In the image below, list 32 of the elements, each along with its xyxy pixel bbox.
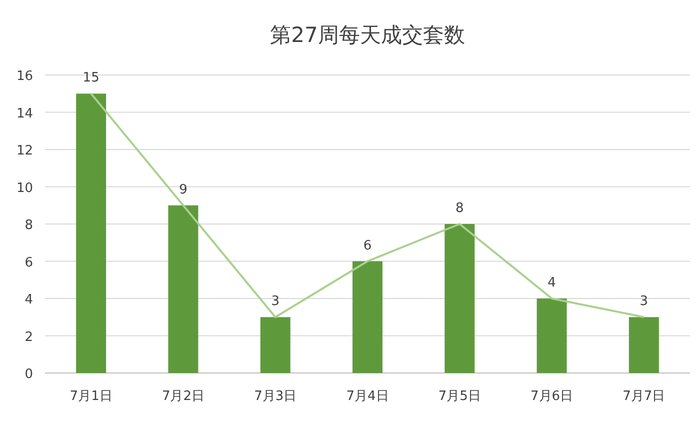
y-tick-label: 14	[16, 106, 33, 122]
y-tick-label: 0	[24, 367, 33, 382]
bar	[76, 94, 106, 373]
bar	[536, 298, 567, 373]
bar	[628, 317, 659, 373]
bar	[168, 205, 198, 373]
data-label: 9	[179, 182, 188, 198]
y-tick-label: 16	[16, 69, 33, 84]
y-tick-label: 4	[24, 292, 33, 308]
bar	[352, 261, 382, 373]
data-label: 6	[363, 238, 372, 254]
y-tick-label: 6	[24, 255, 33, 270]
x-tick-label: 7月6日	[530, 389, 574, 404]
y-tick-label: 12	[16, 144, 33, 158]
bar	[260, 317, 290, 373]
data-label: 8	[456, 201, 464, 216]
y-tick-label: 2	[24, 330, 33, 345]
y-tick-label: 10	[16, 180, 33, 196]
x-tick-label: 7月4日	[346, 389, 389, 404]
chart-title: 第27周每天成交套数	[270, 23, 465, 47]
x-tick-label: 7月5日	[438, 389, 481, 404]
data-label: 3	[640, 294, 648, 310]
y-tick-label: 8	[24, 218, 33, 233]
x-tick-label: 7月3日	[254, 389, 297, 404]
x-tick-label: 7月2日	[162, 389, 204, 404]
x-tick-label: 7月1日	[70, 389, 112, 404]
bar	[444, 224, 475, 373]
data-label: 4	[548, 276, 556, 290]
data-label: 15	[82, 70, 100, 86]
data-label: 3	[271, 294, 280, 310]
x-tick-label: 7月7日	[622, 389, 666, 404]
line-series	[90, 92, 645, 318]
